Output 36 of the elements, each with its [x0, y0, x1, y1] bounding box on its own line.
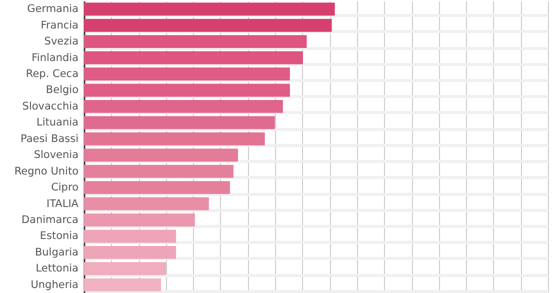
y-tick-label: Germania	[27, 3, 78, 16]
bar	[84, 278, 161, 292]
y-tick-label: Bulgaria	[34, 246, 78, 258]
bar	[84, 214, 195, 226]
bar	[84, 164, 234, 178]
bar	[84, 116, 275, 130]
y-tick-label: ITALIA	[46, 198, 80, 210]
y-tick-label: Francia	[40, 19, 78, 32]
y-tick-label: Slovenia	[34, 149, 78, 162]
bar	[84, 262, 166, 276]
bar	[84, 148, 238, 162]
y-tick-label: Belgio	[46, 84, 78, 96]
y-tick-label: Lettonia	[36, 262, 78, 275]
bar	[84, 2, 335, 16]
bar	[84, 51, 303, 64]
bar	[84, 35, 307, 48]
bar	[84, 100, 283, 113]
y-tick-label: Cipro	[51, 182, 78, 194]
y-tick-label: Slovacchia	[22, 100, 78, 112]
y-tick-label: Regno Unito	[14, 165, 78, 178]
bar	[84, 84, 290, 97]
y-tick-label: Rep. Ceca	[26, 68, 78, 80]
y-tick-label: Ungheria	[30, 278, 78, 291]
y-tick-label: Svezia	[44, 36, 78, 48]
bar	[84, 197, 209, 210]
y-tick-label: Paesi Bassi	[20, 132, 78, 145]
bar	[84, 68, 290, 80]
y-tick-label: Danimarca	[21, 214, 78, 226]
bar	[84, 18, 332, 32]
bar	[84, 181, 230, 194]
y-tick-label: Estonia	[40, 230, 78, 242]
bar	[84, 246, 176, 259]
y-tick-label: Lituania	[36, 116, 78, 129]
y-tick-label: Finlandia	[32, 52, 78, 64]
bar	[84, 132, 265, 146]
bar	[84, 230, 176, 243]
